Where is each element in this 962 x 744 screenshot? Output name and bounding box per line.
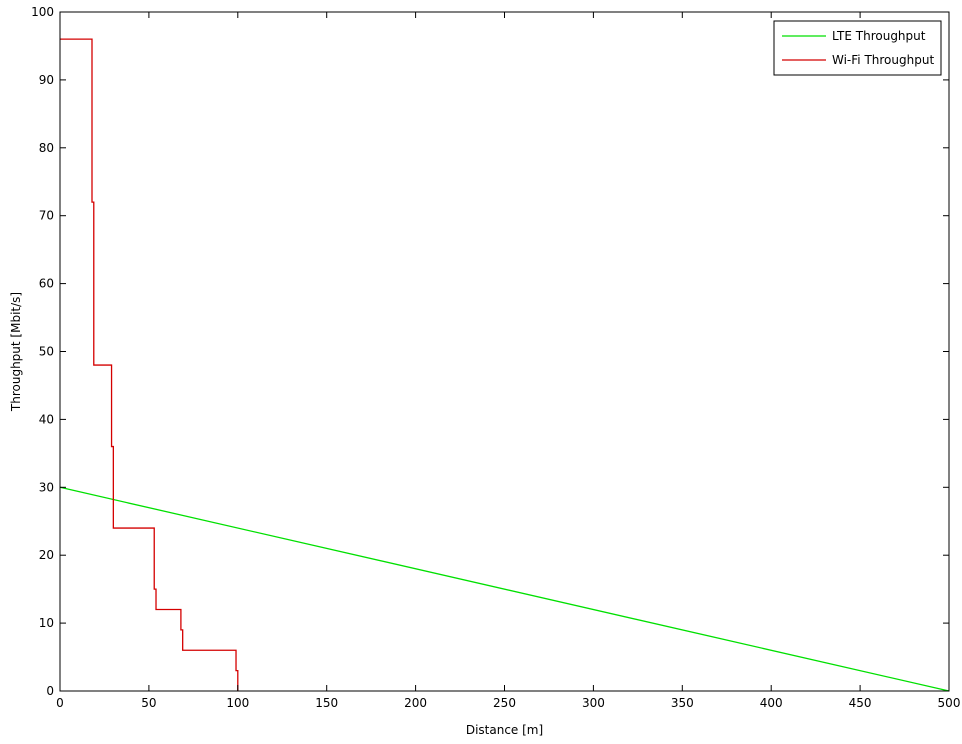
y-axis: 0 10 20 30 40 50 60 70 80 90 100 [31,5,949,698]
y-tick-label: 90 [39,73,54,87]
x-tick-label: 200 [404,696,427,710]
x-tick-label: 300 [582,696,605,710]
x-axis: 0 50 100 150 200 250 300 350 400 450 500 [56,12,960,710]
x-axis-label: Distance [m] [466,723,543,737]
legend: LTE Throughput Wi-Fi Throughput [773,20,942,76]
series-layer [59,38,950,692]
x-tick-label: 0 [56,696,64,710]
y-tick-label: 40 [39,412,54,426]
x-tick-label: 50 [141,696,156,710]
x-tick-label: 100 [226,696,249,710]
legend-label-lte: LTE Throughput [832,29,926,43]
series-line-wifi [60,38,239,691]
y-axis-label: Throughput [Mbit/s] [9,292,23,412]
y-tick-label: 70 [39,209,54,223]
series-line-lte [59,486,950,692]
x-tick-label: 150 [315,696,338,710]
y-tick-label: 80 [39,141,54,155]
legend-label-wifi: Wi-Fi Throughput [832,53,934,67]
y-tick-label: 10 [39,616,54,630]
y-tick-label: 100 [31,5,54,19]
legend-box [773,20,942,76]
x-tick-label: 450 [849,696,872,710]
y-tick-label: 60 [39,277,54,291]
x-tick-label: 250 [493,696,516,710]
x-tick-label: 400 [760,696,783,710]
x-tick-label: 500 [938,696,961,710]
x-tick-label: 350 [671,696,694,710]
y-tick-label: 50 [39,345,54,359]
y-tick-label: 0 [46,684,54,698]
y-tick-label: 20 [39,548,54,562]
y-tick-label: 30 [39,480,54,494]
plot-area [60,12,949,691]
